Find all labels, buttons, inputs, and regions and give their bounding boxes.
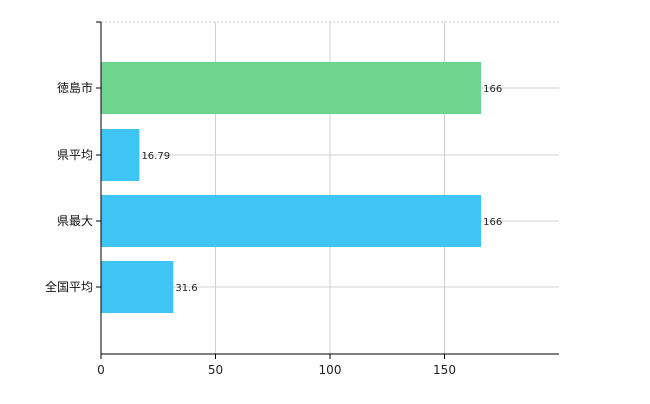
category-label: 徳島市 — [57, 80, 93, 95]
bar — [101, 129, 140, 181]
data-label: 166 — [483, 84, 502, 95]
bar — [101, 62, 482, 114]
category-label: 全国平均 — [45, 279, 93, 294]
x-tick-label: 50 — [208, 363, 223, 377]
category-label: 県最大 — [57, 214, 93, 228]
axes — [96, 21, 559, 359]
category-label: 県平均 — [57, 148, 93, 162]
bars — [101, 62, 482, 313]
x-tick-label: 150 — [433, 363, 456, 377]
x-tick-label: 100 — [319, 363, 342, 377]
data-label: 31.6 — [175, 283, 197, 294]
bar — [101, 195, 482, 247]
x-tick-label: 0 — [97, 363, 105, 377]
data-label: 16.79 — [141, 151, 170, 162]
data-label: 166 — [483, 217, 502, 228]
bar — [101, 261, 174, 313]
